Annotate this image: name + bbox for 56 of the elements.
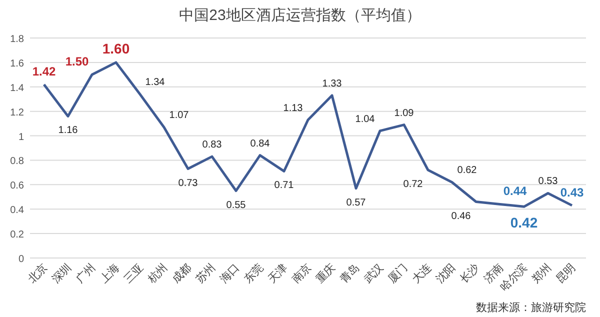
x-tick-label: 广州 <box>73 260 98 286</box>
x-tick-label: 南京 <box>289 260 314 286</box>
chart-title: 中国23地区酒店运营指数（平均值） <box>179 7 421 24</box>
data-label: 0.42 <box>510 214 538 231</box>
x-tick-label: 三亚 <box>122 262 146 286</box>
data-label: 0.44 <box>503 184 527 198</box>
y-tick-label: 0.8 <box>10 156 24 168</box>
source-note: 数据来源：旅游研究院 <box>476 301 586 314</box>
data-label: 1.16 <box>58 125 78 136</box>
x-tick-label: 厦门 <box>385 260 410 286</box>
x-tick-label: 海口 <box>218 262 242 286</box>
data-label: 0.43 <box>560 185 584 200</box>
x-tick-label: 青岛 <box>337 260 362 286</box>
x-tick-label: 深圳 <box>49 260 74 286</box>
y-tick-label: 1.6 <box>10 58 24 70</box>
data-label: 1.42 <box>32 64 56 78</box>
x-tick-label: 天津 <box>265 260 290 286</box>
x-tick-label: 重庆 <box>313 260 338 286</box>
x-tick-label: 郑州 <box>529 260 554 286</box>
data-label: 0.46 <box>451 210 472 222</box>
data-label: 1.13 <box>283 102 304 114</box>
data-label: 0.84 <box>250 138 270 150</box>
x-tick-label: 北京 <box>25 260 50 286</box>
data-label: 0.83 <box>202 140 222 151</box>
data-label: 0.62 <box>457 165 478 176</box>
y-tick-label: 1 <box>18 132 24 143</box>
x-tick-label: 昆明 <box>554 262 578 286</box>
data-label: 1.07 <box>169 110 190 122</box>
data-label: 0.57 <box>346 197 366 208</box>
y-tick-label: 1.4 <box>10 82 24 94</box>
x-tick-label: 杭州 <box>144 260 170 286</box>
data-label: 1.04 <box>355 114 376 125</box>
y-tick-label: 0 <box>18 254 24 265</box>
x-tick-label: 苏州 <box>193 260 218 286</box>
data-label: 0.53 <box>538 176 558 188</box>
data-label: 1.34 <box>145 77 166 88</box>
data-label: 0.73 <box>178 178 198 189</box>
x-tick-label: 成都 <box>169 260 194 286</box>
x-tick-label: 上海 <box>97 260 122 286</box>
data-label: 1.09 <box>394 108 414 119</box>
y-tick-label: 1.2 <box>10 107 24 118</box>
data-label: 1.50 <box>65 54 89 69</box>
data-label: 1.60 <box>102 40 130 56</box>
x-tick-label: 大连 <box>409 260 434 286</box>
data-label: 0.55 <box>226 200 246 211</box>
data-label: 0.72 <box>403 179 424 190</box>
x-tick-label: 沈阳 <box>433 260 458 286</box>
y-tick-label: 0.4 <box>10 205 24 216</box>
x-tick-label: 东莞 <box>241 260 266 286</box>
data-label: 0.71 <box>274 180 294 192</box>
x-tick-label: 武汉 <box>361 260 386 286</box>
y-tick-label: 0.6 <box>10 180 24 192</box>
x-tick-label: 长沙 <box>457 260 482 286</box>
y-tick-label: 0.2 <box>10 230 24 241</box>
data-label: 1.33 <box>322 78 342 90</box>
y-tick-label: 1.8 <box>10 34 24 45</box>
